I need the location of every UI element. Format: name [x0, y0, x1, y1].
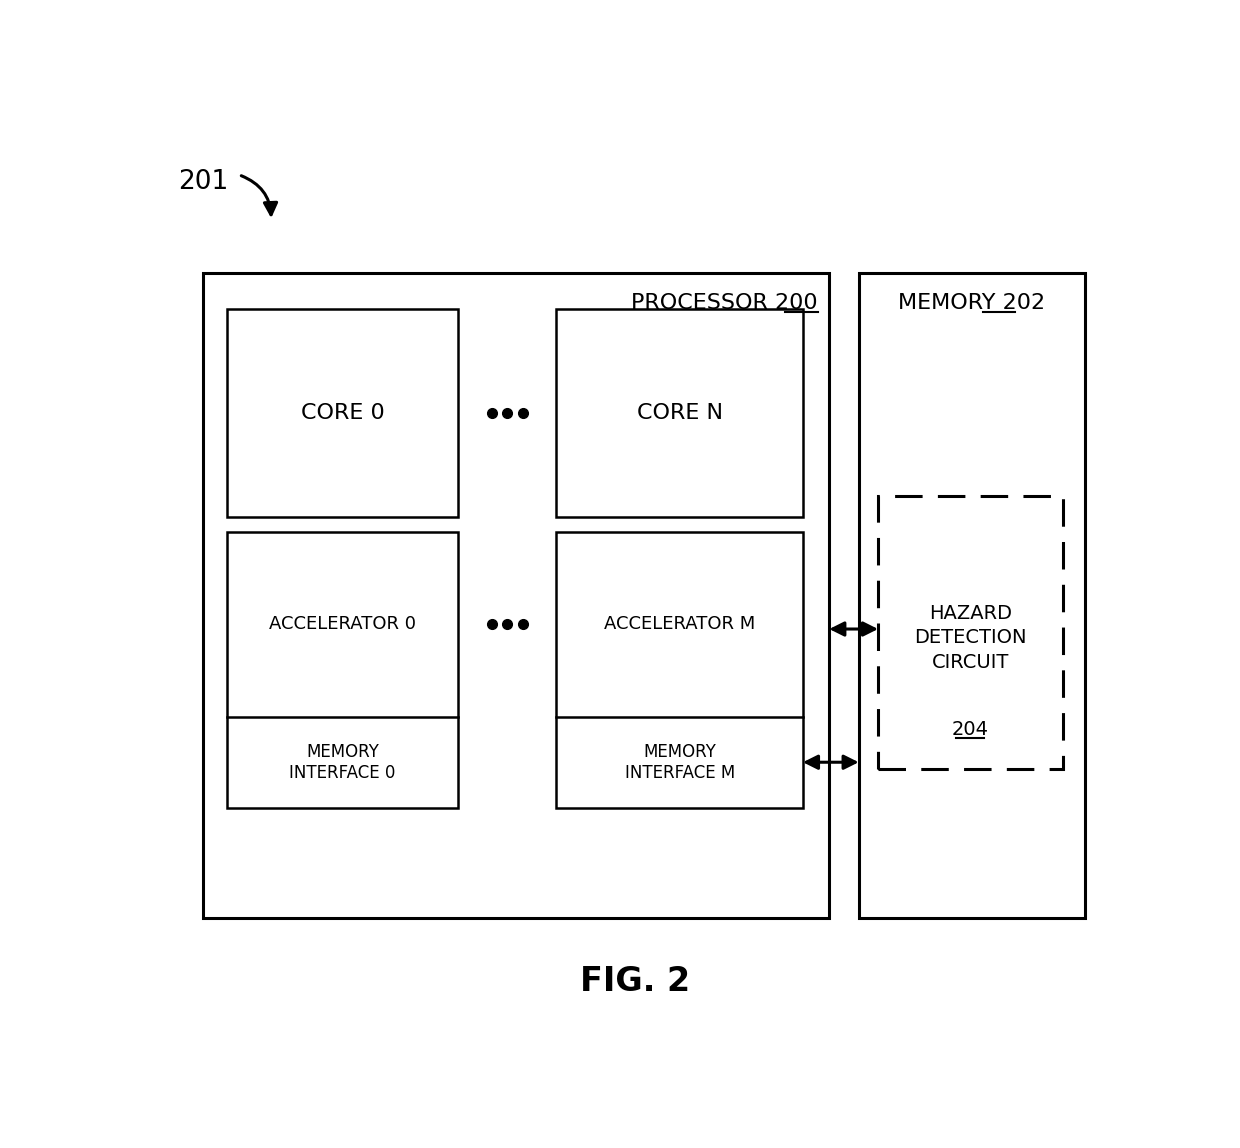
Text: CORE 0: CORE 0: [300, 403, 384, 424]
Text: PROCESSOR 200: PROCESSOR 200: [631, 293, 817, 313]
Bar: [557, 532, 804, 808]
FancyArrowPatch shape: [242, 176, 277, 215]
Text: CIRCUIT: CIRCUIT: [931, 653, 1009, 672]
Text: MEMORY 202: MEMORY 202: [898, 293, 1045, 313]
Text: ACCELERATOR M: ACCELERATOR M: [604, 615, 755, 634]
Bar: [557, 310, 804, 518]
Bar: [203, 272, 830, 917]
Bar: [858, 272, 1085, 917]
Text: FIG. 2: FIG. 2: [580, 965, 691, 998]
Text: ACCELERATOR 0: ACCELERATOR 0: [269, 615, 417, 634]
Bar: [878, 496, 1063, 769]
Text: MEMORY
INTERFACE M: MEMORY INTERFACE M: [625, 743, 735, 782]
Text: 201: 201: [179, 170, 228, 195]
Text: HAZARD: HAZARD: [929, 604, 1012, 622]
Text: DETECTION: DETECTION: [914, 628, 1027, 647]
Bar: [227, 532, 458, 808]
Bar: [227, 310, 458, 518]
Text: 204: 204: [952, 720, 988, 738]
Text: CORE N: CORE N: [636, 403, 723, 424]
Text: MEMORY
INTERFACE 0: MEMORY INTERFACE 0: [289, 743, 396, 782]
